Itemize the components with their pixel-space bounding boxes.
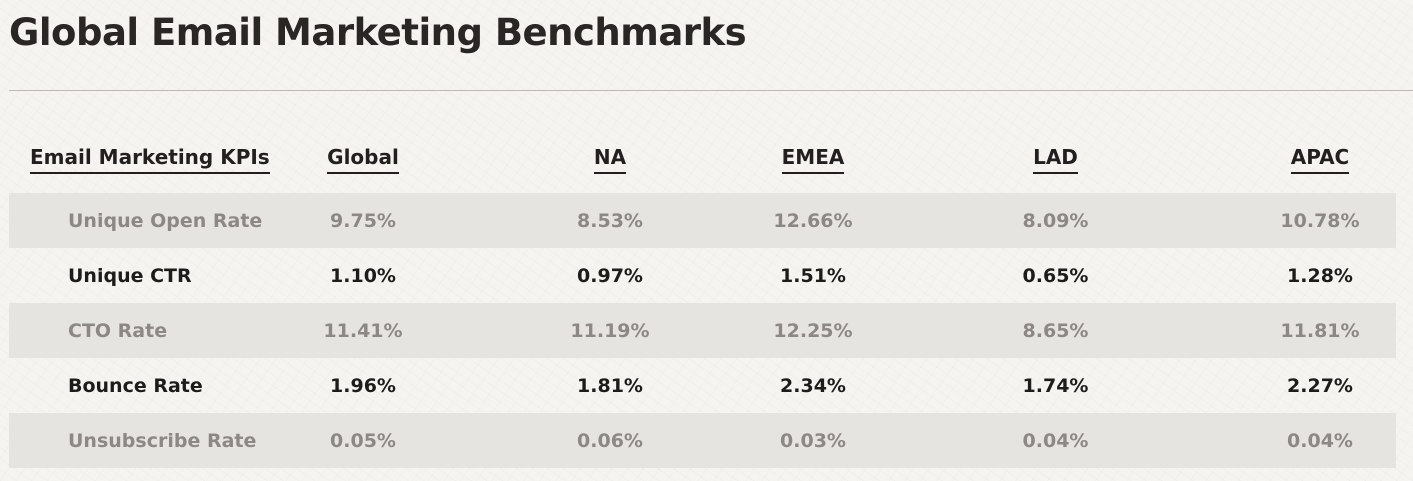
lad-value-cell: 8.65%: [917, 303, 1164, 358]
header-kpi-label: Email Marketing KPIs: [30, 145, 270, 174]
na-value-cell: 11.19%: [499, 303, 699, 358]
table-header-row: Email Marketing KPIs Global NA EMEA LAD …: [9, 125, 1396, 193]
apac-value-cell: 0.04%: [1164, 413, 1396, 468]
emea-value-cell: 12.66%: [699, 193, 917, 248]
kpi-name-cell: CTO Rate: [9, 303, 299, 358]
kpi-name-cell: Unique CTR: [68, 264, 192, 287]
benchmarks-table: Email Marketing KPIs Global NA EMEA LAD …: [9, 125, 1396, 468]
table-row-unsubscribe-rate: Unsubscribe Rate 0.05% 0.06% 0.03% 0.04%…: [9, 413, 1396, 468]
header-apac-label: APAC: [1290, 145, 1350, 174]
global-value-cell: 1.96%: [330, 374, 396, 397]
lad-value-cell: 0.04%: [917, 413, 1164, 468]
kpi-name-cell: Unsubscribe Rate: [9, 413, 299, 468]
global-value-cell: 9.75%: [299, 193, 499, 248]
na-value-cell: 8.53%: [499, 193, 699, 248]
global-value-cell: 11.41%: [299, 303, 499, 358]
na-value-cell: 1.81%: [577, 374, 643, 397]
header-apac: APAC: [1164, 125, 1396, 193]
lad-value-cell: 1.74%: [1022, 374, 1089, 397]
header-emea-label: EMEA: [781, 145, 845, 174]
emea-value-cell: 1.51%: [780, 264, 846, 287]
header-na-label: NA: [593, 145, 627, 174]
emea-value-cell: 0.03%: [699, 413, 917, 468]
table-row-bounce-rate: Bounce Rate 1.96% 1.81% 2.34% 1.74% 2.27…: [9, 358, 1396, 413]
apac-value-cell: 1.28%: [1287, 264, 1353, 287]
global-value-cell: 0.05%: [299, 413, 499, 468]
header-lad: LAD: [917, 125, 1164, 193]
lad-value-cell: 8.09%: [917, 193, 1164, 248]
table-row-unique-open-rate: Unique Open Rate 9.75% 8.53% 12.66% 8.09…: [9, 193, 1396, 248]
na-value-cell: 0.97%: [577, 264, 643, 287]
lad-value-cell: 0.65%: [1022, 264, 1089, 287]
header-lad-label: LAD: [1033, 145, 1078, 174]
header-kpi: Email Marketing KPIs: [9, 125, 299, 193]
kpi-name-cell: Bounce Rate: [68, 374, 203, 397]
apac-value-cell: 10.78%: [1164, 193, 1396, 248]
title-divider: [9, 90, 1413, 91]
header-global: Global: [299, 125, 499, 193]
header-global-label: Global: [327, 145, 399, 174]
global-value-cell: 1.10%: [330, 264, 396, 287]
table-row-unique-ctr: Unique CTR 1.10% 0.97% 1.51% 0.65% 1.28%: [9, 248, 1396, 303]
emea-value-cell: 12.25%: [699, 303, 917, 358]
apac-value-cell: 2.27%: [1287, 374, 1353, 397]
page-title: Global Email Marketing Benchmarks: [9, 11, 747, 54]
apac-value-cell: 11.81%: [1164, 303, 1396, 358]
na-value-cell: 0.06%: [499, 413, 699, 468]
header-emea: EMEA: [699, 125, 917, 193]
header-na: NA: [499, 125, 699, 193]
emea-value-cell: 2.34%: [780, 374, 846, 397]
table-row-cto-rate: CTO Rate 11.41% 11.19% 12.25% 8.65% 11.8…: [9, 303, 1396, 358]
kpi-name-cell: Unique Open Rate: [9, 193, 299, 248]
